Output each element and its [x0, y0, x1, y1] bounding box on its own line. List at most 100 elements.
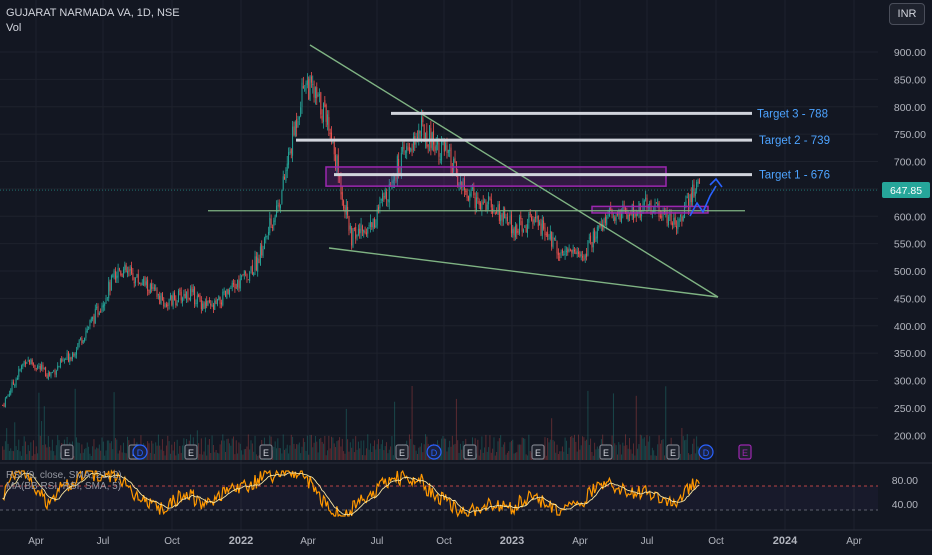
volume-bar: [592, 455, 594, 460]
earnings-badge[interactable]: [666, 444, 680, 460]
dividend-badge[interactable]: [426, 444, 442, 460]
earnings-badge[interactable]: [395, 444, 409, 460]
volume-bar: [255, 454, 257, 460]
volume-bar: [553, 441, 555, 460]
rsi-legend: RSI (9, close, SMA, 21, 2) MA(BB RSI, RSI…: [6, 470, 122, 492]
candle-body: [484, 201, 486, 203]
volume-bar: [313, 442, 315, 460]
candle-body: [493, 211, 495, 213]
volume-bar: [25, 441, 26, 460]
candle-body: [478, 201, 480, 206]
volume-bar: [285, 448, 287, 460]
candle-body: [539, 221, 541, 226]
volume-bar: [657, 444, 659, 460]
candle-body: [540, 223, 542, 235]
candle-body: [121, 274, 123, 277]
volume-bar: [200, 438, 202, 460]
earnings-badge[interactable]: [463, 444, 477, 460]
volume-bar: [356, 449, 358, 460]
candle-body: [235, 287, 237, 289]
volume-bar: [518, 444, 520, 460]
candle-body: [144, 276, 146, 286]
candle-body: [274, 215, 276, 222]
earnings-badge[interactable]: [259, 444, 273, 460]
candle-body: [469, 193, 471, 201]
candle-body: [591, 242, 593, 248]
candle-body: [168, 298, 170, 306]
candle-body: [386, 191, 388, 200]
candle-body: [543, 220, 545, 229]
candle-body: [18, 369, 20, 377]
earnings-badge[interactable]: [599, 444, 613, 460]
candle-body: [606, 216, 608, 225]
candle-body: [642, 203, 644, 213]
candle-body: [321, 115, 323, 121]
earnings-badge[interactable]: [738, 444, 752, 460]
candle-body: [696, 182, 698, 190]
candle-body: [434, 146, 436, 152]
earnings-badge[interactable]: [60, 444, 74, 460]
candle-body: [367, 227, 369, 234]
candle-body: [105, 297, 107, 304]
volume-bar: [6, 428, 8, 460]
volume-bar: [206, 455, 208, 460]
candle-body: [398, 158, 400, 173]
candle-body: [145, 281, 147, 285]
candle-body: [125, 265, 127, 273]
earnings-badge[interactable]: [531, 444, 545, 460]
candle-body: [332, 142, 334, 144]
volume-bar: [10, 448, 12, 460]
candle-body: [416, 136, 418, 138]
candle-body: [296, 118, 298, 129]
candle-body: [263, 238, 265, 250]
volume-bar: [583, 437, 585, 460]
volume-bar: [426, 436, 428, 460]
dividend-badge[interactable]: [698, 444, 714, 460]
candle-body: [602, 224, 604, 230]
volume-bar: [325, 455, 327, 460]
volume-bar: [176, 439, 178, 460]
candle-body: [135, 277, 137, 283]
candle-body: [645, 197, 647, 200]
volume-bar: [445, 438, 447, 460]
candle-body: [62, 359, 64, 361]
volume-bar: [163, 450, 165, 460]
volume-bar: [46, 447, 48, 460]
volume-bar: [365, 448, 367, 460]
volume-bar: [101, 437, 103, 460]
candle-body: [309, 75, 311, 101]
volume-bar: [33, 440, 35, 460]
volume-bar: [514, 452, 516, 460]
volume-bar: [371, 451, 373, 460]
candle-body: [331, 132, 333, 141]
candle-body: [692, 184, 694, 202]
candle-body: [226, 289, 228, 299]
dividend-badge[interactable]: [132, 444, 148, 460]
candle-body: [615, 215, 617, 221]
event-label: E: [263, 448, 269, 458]
candle-body: [7, 394, 9, 396]
volume-bar: [576, 451, 578, 460]
candle-body: [535, 216, 537, 219]
volume-bar: [331, 436, 333, 460]
currency-button[interactable]: INR: [889, 3, 925, 25]
candle-body: [427, 145, 429, 147]
candle-body: [76, 350, 77, 355]
candle-body: [194, 287, 196, 305]
candle-body: [203, 301, 205, 308]
volume-bar: [349, 442, 351, 460]
candle-body: [127, 270, 128, 274]
candle-body: [473, 187, 475, 196]
earnings-badge[interactable]: [184, 444, 198, 460]
volume-bar: [165, 445, 167, 460]
volume-bar: [414, 445, 416, 460]
volume-bar: [557, 454, 559, 460]
volume-bar: [357, 441, 359, 460]
volume-bar: [623, 445, 625, 460]
candle-body: [161, 293, 163, 301]
volume-bar: [12, 451, 14, 460]
volume-bar: [316, 441, 318, 460]
candle-body: [77, 343, 79, 349]
